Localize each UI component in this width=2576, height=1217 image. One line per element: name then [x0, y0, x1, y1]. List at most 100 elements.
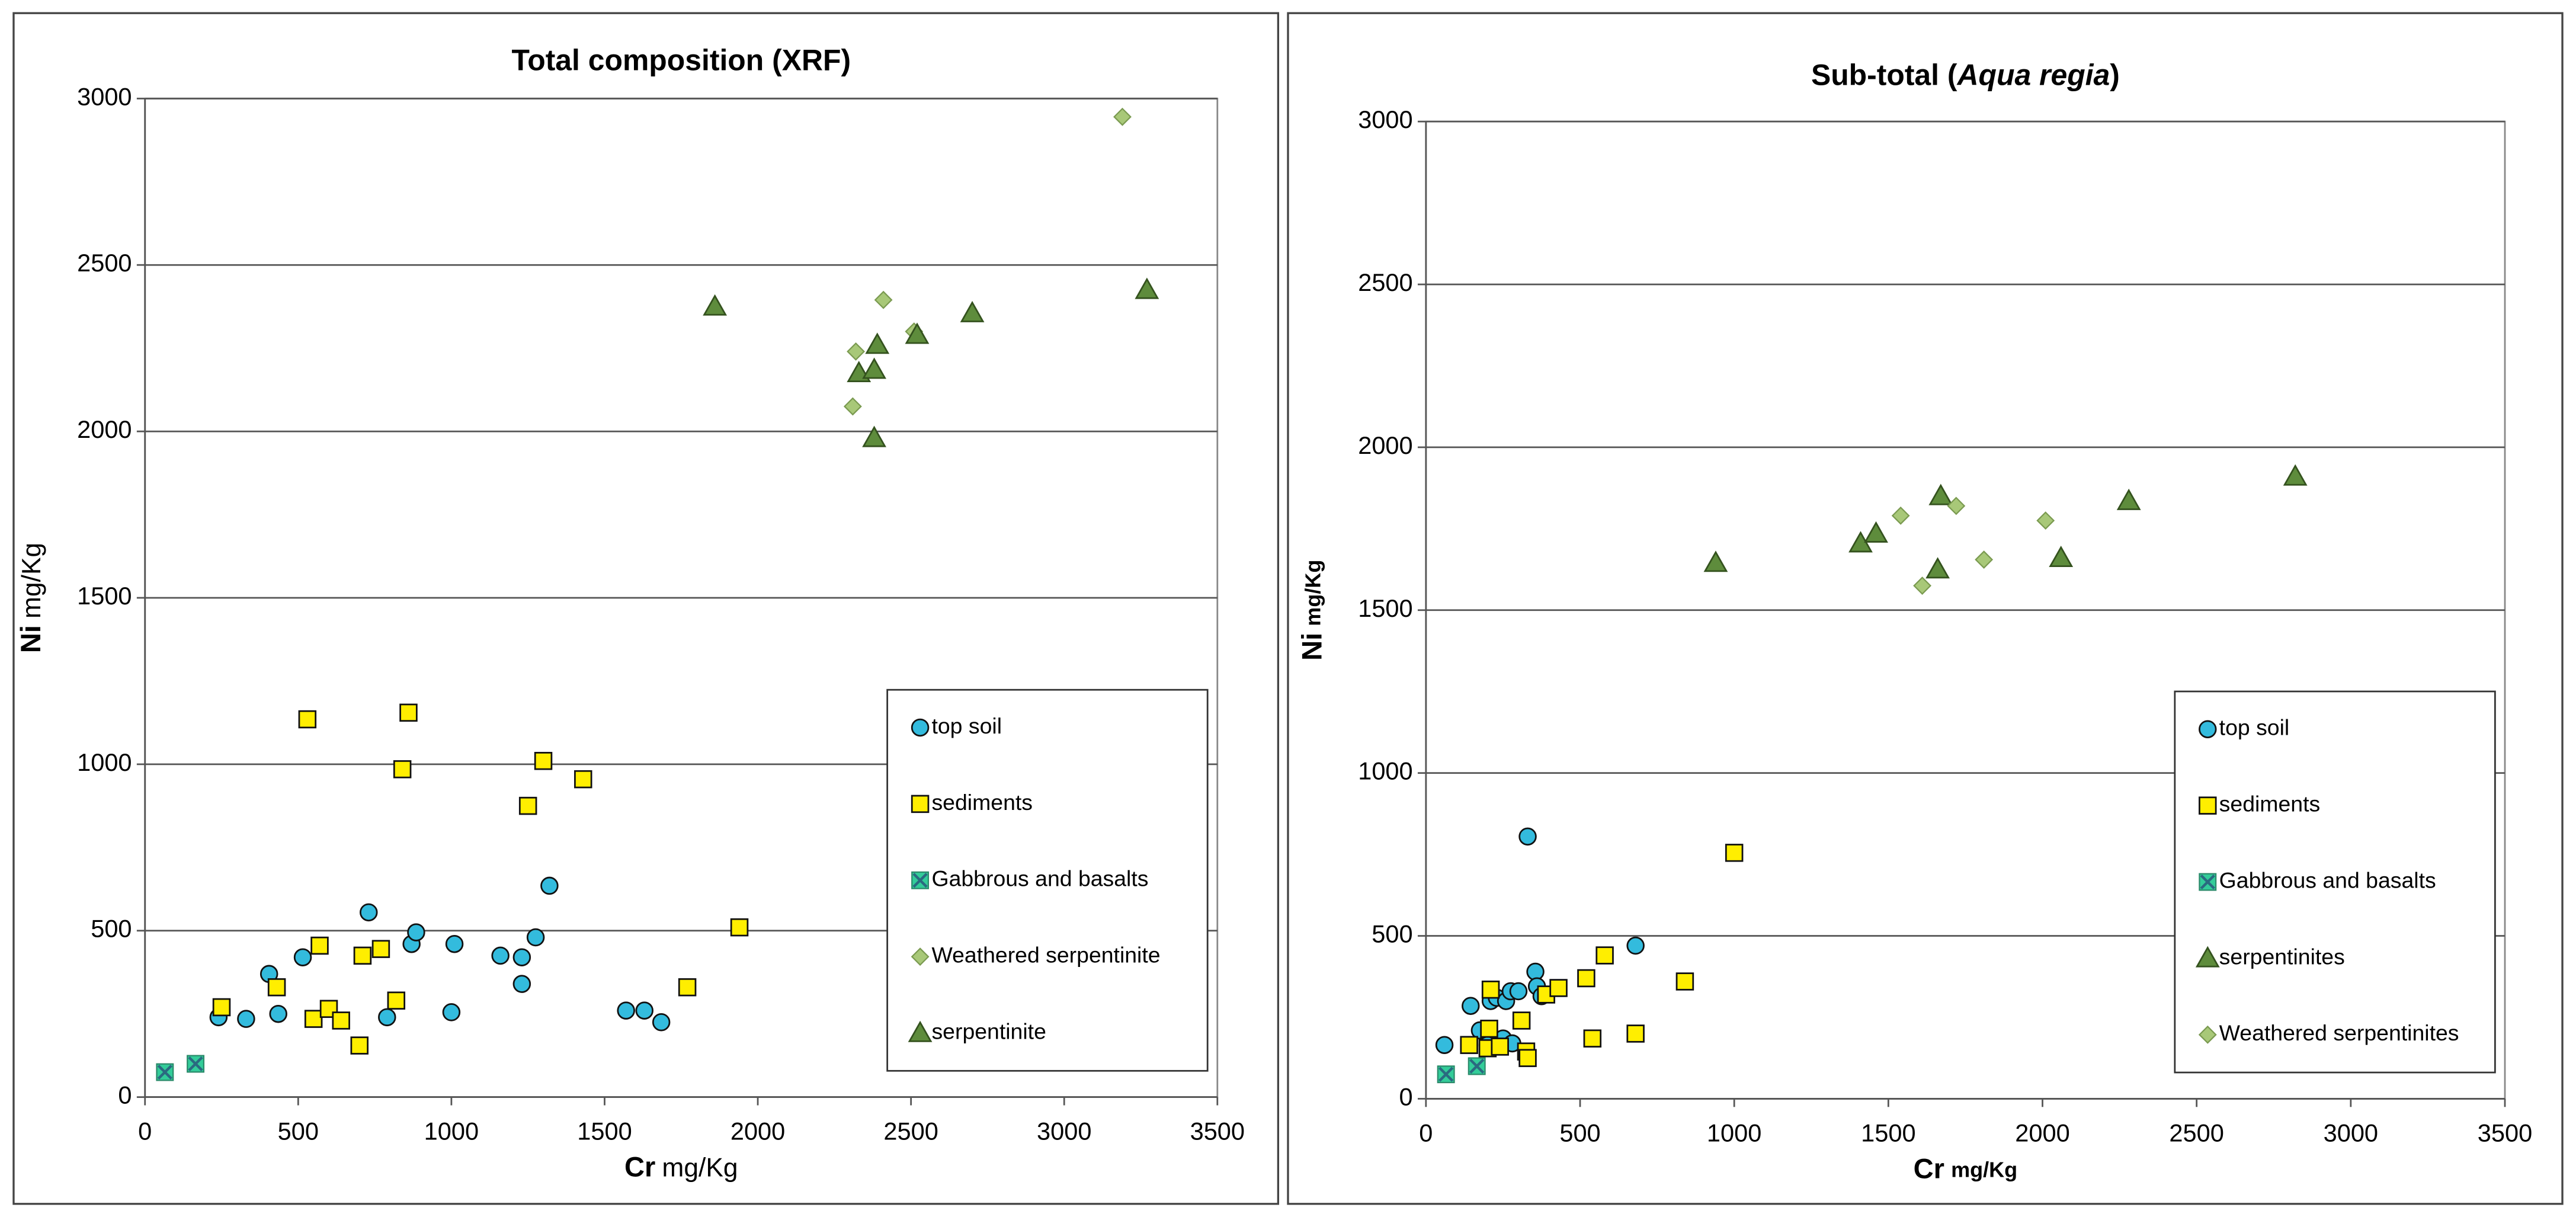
y-tick-label: 500: [1372, 920, 1412, 948]
y-tick-label: 500: [91, 915, 132, 943]
title-part: Sub-total (: [1811, 58, 1957, 91]
y-tick-label: 2500: [1358, 268, 1412, 296]
x-tick-label: 500: [278, 1117, 319, 1145]
x-tick-label: 3000: [1037, 1117, 1091, 1145]
x-tick-label: 3500: [1190, 1117, 1245, 1145]
marker-cross: [1438, 1067, 1454, 1082]
data-point: [874, 290, 893, 309]
data-point: [1864, 521, 1888, 543]
y-tick-label: 0: [1399, 1083, 1413, 1110]
x-tick-label: 2000: [730, 1117, 785, 1145]
data-point: [407, 923, 425, 941]
legend-label: top soil: [931, 713, 1002, 738]
data-point: [1675, 972, 1694, 991]
marker-cross: [2200, 874, 2215, 890]
y-tick-label: 2000: [77, 415, 132, 443]
data-point: [156, 1063, 174, 1081]
data-point: [442, 1003, 461, 1021]
legend-label: serpentinites: [2219, 944, 2345, 969]
legend-label: sediments: [931, 790, 1032, 815]
x-tick-label: 1500: [1861, 1119, 1915, 1146]
y-axis-label: Ni mg/Kg: [15, 543, 47, 653]
data-point: [1518, 1049, 1537, 1067]
x-tick-label: 0: [138, 1117, 152, 1145]
data-point: [1460, 1036, 1478, 1054]
data-point: [1518, 827, 1537, 846]
x-tick-label: 3500: [2478, 1119, 2532, 1146]
data-point: [1135, 277, 1159, 299]
data-point: [1925, 557, 1950, 579]
data-point: [1913, 577, 1932, 595]
data-point: [1512, 1011, 1531, 1030]
data-point: [526, 928, 545, 947]
data-point: [843, 397, 862, 416]
x-axis-label: Cr mg/Kg: [1914, 1153, 2017, 1184]
data-point: [1626, 936, 1645, 955]
series: [1460, 844, 1744, 1067]
data-point: [1725, 844, 1744, 862]
x-tick-label: 2500: [883, 1117, 938, 1145]
y-tick-label: 1500: [1358, 594, 1412, 622]
x-tick-label: 500: [1559, 1119, 1600, 1146]
x-tick-label: 1000: [424, 1117, 479, 1145]
legend-marker: [2199, 796, 2217, 815]
data-point: [960, 300, 985, 322]
data-point: [353, 946, 372, 965]
data-point: [237, 1010, 255, 1028]
series: [1437, 1057, 1486, 1084]
data-point: [1583, 1029, 1602, 1048]
legend-label: Weathered serpentinites: [2219, 1020, 2459, 1045]
data-point: [617, 1001, 635, 1020]
legend-label: Gabbrous and basalts: [931, 866, 1148, 891]
data-point: [1928, 483, 1953, 505]
data-point: [1113, 107, 1132, 126]
data-point: [1947, 497, 1966, 515]
data-point: [378, 1008, 396, 1027]
data-point: [1437, 1065, 1455, 1084]
data-point: [445, 934, 464, 953]
data-point: [1509, 982, 1528, 1001]
data-point: [1595, 946, 1614, 965]
chart-title: Total composition (XRF): [511, 44, 851, 77]
data-point: [393, 760, 412, 779]
data-point: [293, 948, 312, 966]
data-point: [1481, 981, 1500, 999]
legend-marker: [911, 947, 930, 966]
data-point: [269, 1004, 287, 1023]
data-point: [1626, 1024, 1645, 1043]
x-tick-label: 1500: [577, 1117, 632, 1145]
data-point: [1462, 997, 1480, 1015]
data-point: [635, 1001, 653, 1020]
series: [703, 277, 1159, 447]
data-point: [865, 332, 890, 354]
series: [1891, 497, 2055, 595]
data-point: [540, 876, 559, 895]
x-label-var: Cr: [1914, 1153, 1944, 1184]
legend-label: serpentinite: [931, 1019, 1046, 1043]
data-point: [2116, 488, 2141, 510]
legend-marker: [2195, 946, 2220, 968]
y-tick-label: 1000: [1358, 757, 1412, 785]
data-point: [491, 946, 510, 965]
data-point: [847, 342, 865, 361]
legend-label: Weathered serpentinite: [931, 943, 1160, 968]
data-point: [371, 940, 390, 958]
legend-marker: [2199, 873, 2217, 891]
y-tick-label: 3000: [77, 82, 132, 110]
x-tick-label: 2000: [2015, 1119, 2069, 1146]
data-point: [1468, 1057, 1486, 1075]
marker-cross: [188, 1056, 203, 1072]
data-point: [534, 752, 553, 770]
x-tick-label: 2500: [2169, 1119, 2223, 1146]
data-point: [2036, 511, 2055, 530]
y-label-var: Ni: [15, 625, 47, 653]
legend-marker: [908, 1020, 933, 1042]
legend-marker: [911, 871, 930, 889]
data-point: [332, 1011, 350, 1030]
data-point: [862, 357, 886, 379]
legend-marker: [2198, 1025, 2217, 1044]
y-tick-label: 2000: [1358, 431, 1412, 459]
y-axis-label: Ni mg/Kg: [1296, 560, 1328, 661]
y-label-unit: mg/Kg: [1300, 560, 1325, 626]
